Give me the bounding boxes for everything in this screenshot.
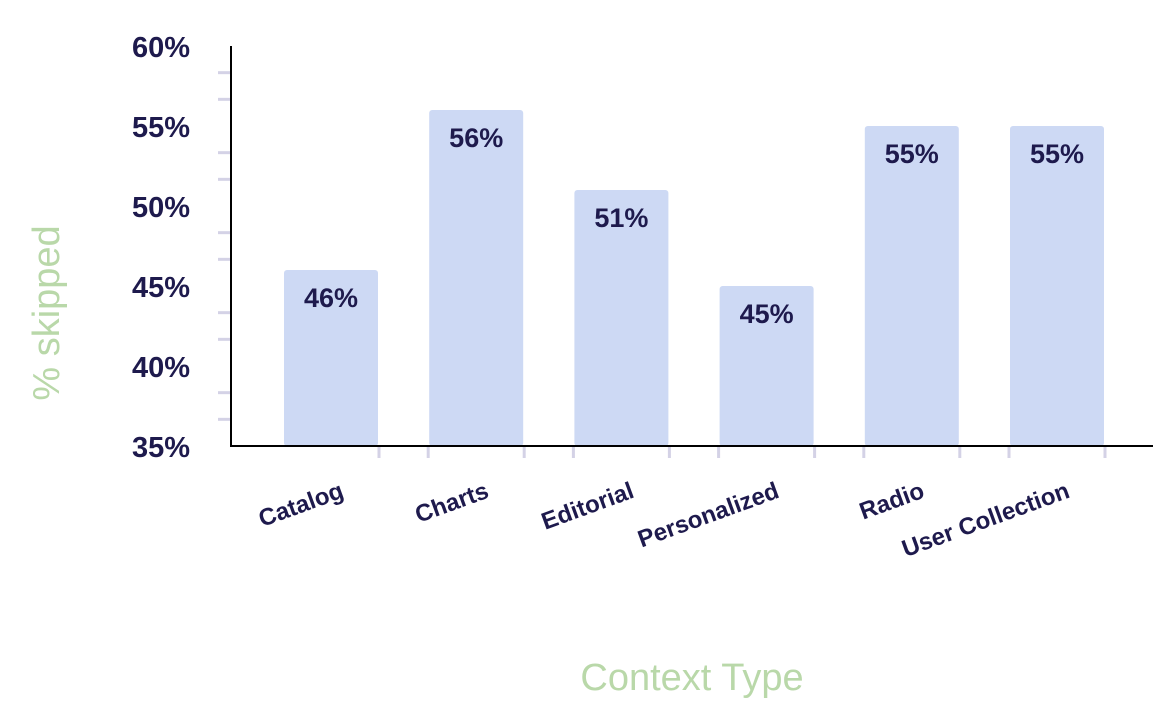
bar <box>284 270 378 446</box>
bar-data-label: 55% <box>1030 139 1084 169</box>
y-tick-label: 35% <box>132 432 190 464</box>
bar <box>719 286 814 446</box>
bars <box>284 110 1104 446</box>
x-tick-label: Editorial <box>538 477 637 535</box>
data-labels: 46% 56% 51% 45% 55% 55% <box>304 123 1084 329</box>
x-tick-label: Personalized <box>634 477 782 553</box>
bar-data-label: 55% <box>885 139 939 169</box>
bar-data-label: 51% <box>594 203 648 233</box>
y-tick-label: 40% <box>132 352 190 384</box>
bar-data-label: 56% <box>449 123 503 153</box>
x-tick-label: Radio <box>856 477 928 525</box>
y-tick-label: 45% <box>132 272 190 304</box>
y-tick-label: 55% <box>132 112 190 144</box>
bar <box>864 126 959 446</box>
bar <box>429 110 524 446</box>
bar-data-label: 46% <box>304 283 358 313</box>
x-tick-label: Charts <box>412 477 493 528</box>
y-axis-title: % skipped <box>26 225 68 400</box>
x-ticks <box>377 447 1107 458</box>
y-tick-label: 50% <box>132 192 190 224</box>
bar-data-label: 45% <box>740 299 794 329</box>
y-tick-label: 60% <box>132 32 190 64</box>
x-axis-title: Context Type <box>580 657 803 699</box>
x-tick-label: Catalog <box>255 477 347 532</box>
bar <box>1010 126 1104 446</box>
axes <box>230 46 1153 447</box>
minor-ticks <box>218 71 230 421</box>
x-tick-label: User Collection <box>898 477 1073 563</box>
bar <box>574 190 669 446</box>
y-tick-labels: 35% 40% 45% 50% 55% 60% <box>132 32 190 464</box>
